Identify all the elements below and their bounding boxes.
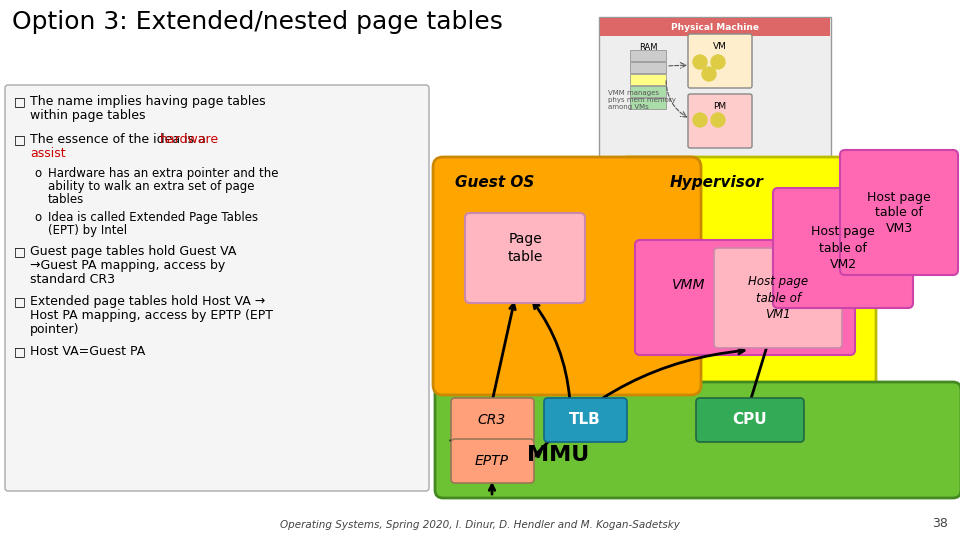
- Text: tables: tables: [48, 193, 84, 206]
- Text: Host VA=Guest PA: Host VA=Guest PA: [30, 345, 145, 358]
- Text: o: o: [34, 211, 41, 224]
- Text: PM: PM: [713, 102, 727, 111]
- Text: Guest page tables hold Guest VA: Guest page tables hold Guest VA: [30, 245, 236, 258]
- Text: □: □: [14, 295, 26, 308]
- FancyBboxPatch shape: [688, 34, 752, 88]
- Text: □: □: [14, 245, 26, 258]
- Circle shape: [711, 113, 725, 127]
- Text: Page
table: Page table: [507, 232, 542, 264]
- Text: The essence of the idea is a: The essence of the idea is a: [30, 133, 210, 146]
- FancyBboxPatch shape: [840, 150, 958, 275]
- Text: p: p: [698, 117, 702, 123]
- Text: VMM manages
phys mem memory
among VMs: VMM manages phys mem memory among VMs: [608, 90, 676, 110]
- Text: 38: 38: [932, 517, 948, 530]
- Text: VM: VM: [713, 42, 727, 51]
- Text: Hardware has an extra pointer and the: Hardware has an extra pointer and the: [48, 167, 278, 180]
- FancyBboxPatch shape: [630, 98, 666, 109]
- FancyBboxPatch shape: [635, 240, 855, 355]
- FancyBboxPatch shape: [435, 382, 960, 498]
- Text: assist: assist: [30, 147, 65, 160]
- Text: TLB: TLB: [569, 413, 601, 428]
- Text: standard CR3: standard CR3: [30, 273, 115, 286]
- Text: p: p: [707, 71, 711, 77]
- FancyBboxPatch shape: [696, 398, 804, 442]
- Text: Physical Machine: Physical Machine: [671, 24, 759, 32]
- Text: Host PA mapping, access by EPTP (EPT: Host PA mapping, access by EPTP (EPT: [30, 309, 273, 322]
- Text: (EPT) by Intel: (EPT) by Intel: [48, 224, 127, 237]
- Text: VMM: VMM: [672, 278, 706, 292]
- Circle shape: [702, 67, 716, 81]
- Text: Host page
table of
VM3: Host page table of VM3: [867, 191, 931, 235]
- FancyBboxPatch shape: [451, 439, 534, 483]
- Text: →Guest PA mapping, access by: →Guest PA mapping, access by: [30, 259, 226, 272]
- Text: The name implies having page tables: The name implies having page tables: [30, 95, 266, 108]
- Text: CPU: CPU: [732, 413, 767, 428]
- FancyBboxPatch shape: [630, 62, 666, 73]
- FancyBboxPatch shape: [688, 94, 752, 148]
- FancyBboxPatch shape: [599, 17, 831, 159]
- Text: Option 3: Extended/nested page tables: Option 3: Extended/nested page tables: [12, 10, 503, 34]
- Text: □: □: [14, 345, 26, 358]
- Text: within page tables: within page tables: [30, 109, 146, 122]
- Text: ability to walk an extra set of page: ability to walk an extra set of page: [48, 180, 254, 193]
- Text: p: p: [716, 117, 720, 123]
- Text: MMU: MMU: [527, 445, 589, 465]
- FancyBboxPatch shape: [433, 157, 701, 395]
- Text: RAM: RAM: [638, 43, 658, 52]
- Text: o: o: [34, 167, 41, 180]
- FancyBboxPatch shape: [618, 157, 876, 395]
- Text: Operating Systems, Spring 2020, I. Dinur, D. Hendler and M. Kogan-Sadetsky: Operating Systems, Spring 2020, I. Dinur…: [280, 520, 680, 530]
- Text: hardware: hardware: [160, 133, 219, 146]
- FancyBboxPatch shape: [714, 248, 842, 348]
- FancyBboxPatch shape: [630, 74, 666, 85]
- FancyBboxPatch shape: [630, 50, 666, 61]
- Text: □: □: [14, 95, 26, 108]
- Circle shape: [693, 113, 707, 127]
- FancyBboxPatch shape: [465, 213, 585, 303]
- Text: □: □: [14, 133, 26, 146]
- Circle shape: [711, 55, 725, 69]
- Text: r: r: [716, 59, 719, 65]
- FancyBboxPatch shape: [600, 18, 830, 36]
- Text: pointer): pointer): [30, 323, 80, 336]
- Text: Guest OS: Guest OS: [455, 175, 535, 190]
- Text: EPTP: EPTP: [475, 454, 509, 468]
- FancyBboxPatch shape: [544, 398, 627, 442]
- Text: Hypervisor: Hypervisor: [670, 175, 764, 190]
- Text: CR3: CR3: [478, 413, 506, 427]
- FancyBboxPatch shape: [5, 85, 429, 491]
- Text: Host page
table of
VM2: Host page table of VM2: [811, 226, 875, 271]
- FancyBboxPatch shape: [630, 86, 666, 97]
- Circle shape: [693, 55, 707, 69]
- Text: Host page
table of
VM1: Host page table of VM1: [748, 275, 808, 321]
- Text: Idea is called Extended Page Tables: Idea is called Extended Page Tables: [48, 211, 258, 224]
- Text: p: p: [698, 59, 702, 65]
- FancyBboxPatch shape: [451, 398, 534, 442]
- Text: Extended page tables hold Host VA →: Extended page tables hold Host VA →: [30, 295, 265, 308]
- FancyBboxPatch shape: [773, 188, 913, 308]
